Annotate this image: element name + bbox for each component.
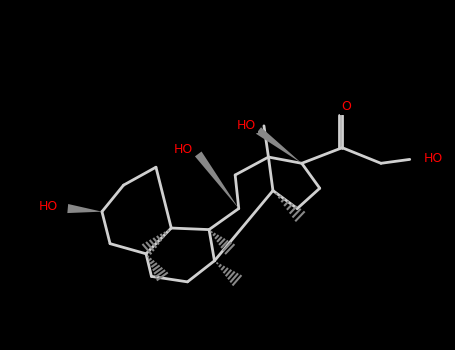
Polygon shape [256,127,302,163]
Polygon shape [195,152,239,209]
Text: HO: HO [39,200,58,213]
Polygon shape [67,204,102,213]
Text: O: O [341,100,351,113]
Text: HO: HO [173,143,193,156]
Text: HO: HO [237,119,256,132]
Text: HO: HO [424,152,443,165]
